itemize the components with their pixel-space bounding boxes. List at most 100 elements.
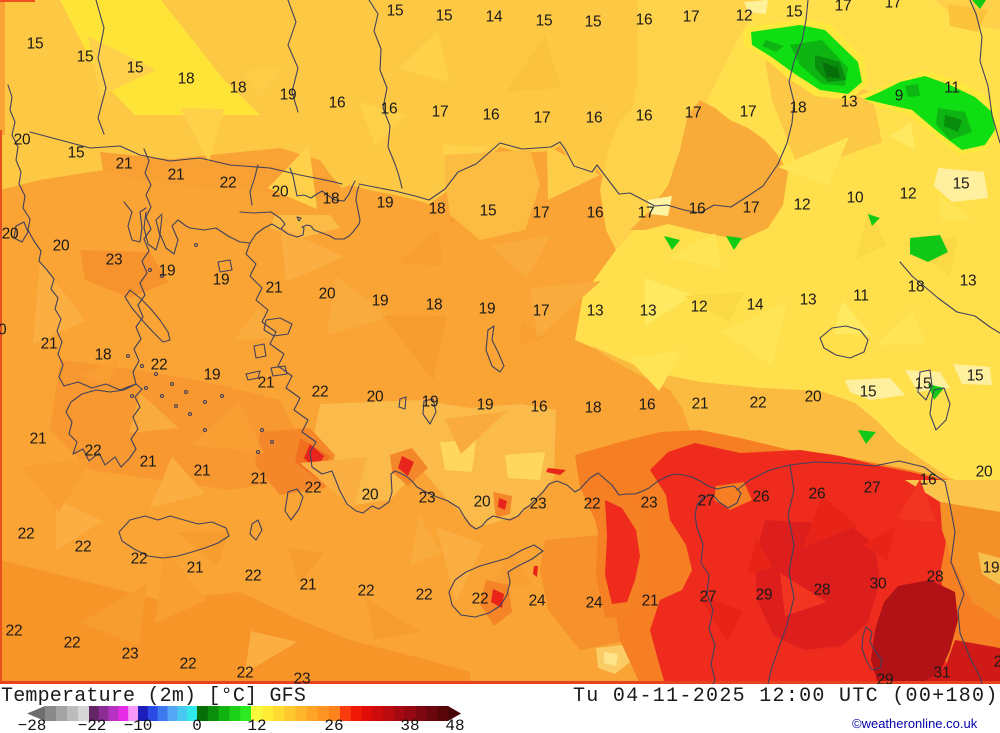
svg-text:19: 19 (280, 87, 297, 104)
svg-text:17: 17 (432, 104, 449, 121)
svg-text:22: 22 (18, 526, 35, 543)
svg-text:20: 20 (976, 464, 993, 481)
svg-text:11: 11 (944, 80, 960, 97)
svg-text:22: 22 (358, 583, 375, 600)
svg-text:19: 19 (983, 560, 1000, 577)
svg-text:18: 18 (585, 400, 602, 417)
svg-text:22: 22 (220, 175, 237, 192)
svg-text:18: 18 (790, 100, 807, 117)
svg-text:12: 12 (794, 197, 811, 214)
svg-text:16: 16 (531, 399, 548, 416)
svg-text:20: 20 (14, 132, 31, 149)
svg-text:19: 19 (377, 195, 394, 212)
svg-text:20: 20 (319, 286, 336, 303)
svg-text:Tu 04-11-2025 12:00 UTC (00+18: Tu 04-11-2025 12:00 UTC (00+180) (573, 685, 999, 708)
svg-text:26: 26 (809, 486, 826, 503)
svg-text:13: 13 (841, 94, 858, 111)
svg-text:©weatheronline.co.uk: ©weatheronline.co.uk (852, 716, 978, 731)
svg-text:12: 12 (247, 717, 266, 733)
svg-text:26: 26 (753, 489, 770, 506)
svg-text:28: 28 (814, 582, 831, 599)
svg-text:17: 17 (638, 205, 655, 222)
svg-text:27: 27 (698, 493, 715, 510)
svg-text:17: 17 (533, 205, 550, 222)
svg-text:28: 28 (927, 569, 944, 586)
svg-text:22: 22 (237, 665, 254, 682)
svg-text:19: 19 (159, 263, 176, 280)
svg-text:21: 21 (194, 463, 211, 480)
svg-text:16: 16 (381, 101, 398, 118)
svg-text:22: 22 (245, 568, 262, 585)
svg-text:17: 17 (685, 105, 702, 122)
svg-text:16: 16 (329, 95, 346, 112)
svg-text:16: 16 (636, 12, 653, 29)
svg-text:−22: −22 (78, 717, 107, 733)
svg-text:11: 11 (853, 288, 869, 305)
svg-text:15: 15 (27, 36, 44, 53)
svg-text:22: 22 (305, 480, 322, 497)
svg-text:12: 12 (900, 186, 917, 203)
svg-text:21: 21 (258, 375, 275, 392)
svg-text:27: 27 (864, 480, 881, 497)
svg-text:18: 18 (178, 71, 195, 88)
svg-text:23: 23 (106, 252, 123, 269)
svg-text:20: 20 (53, 238, 70, 255)
svg-text:23: 23 (530, 496, 547, 513)
svg-text:−10: −10 (124, 717, 153, 733)
svg-text:17: 17 (885, 0, 902, 12)
svg-text:13: 13 (640, 303, 657, 320)
svg-text:15: 15 (860, 384, 877, 401)
svg-text:20: 20 (272, 184, 289, 201)
svg-text:Temperature (2m) [°C] GFS: Temperature (2m) [°C] GFS (1, 685, 306, 708)
svg-text:15: 15 (585, 14, 602, 31)
svg-text:19: 19 (422, 394, 439, 411)
svg-text:10: 10 (847, 190, 864, 207)
svg-text:15: 15 (786, 4, 803, 21)
svg-text:15: 15 (480, 203, 497, 220)
svg-text:22: 22 (6, 623, 23, 640)
svg-text:15: 15 (127, 60, 144, 77)
svg-text:31: 31 (934, 665, 951, 682)
svg-text:23: 23 (419, 490, 436, 507)
svg-text:18: 18 (429, 201, 446, 218)
svg-text:21: 21 (692, 396, 709, 413)
svg-text:21: 21 (642, 593, 659, 610)
svg-text:18: 18 (95, 347, 112, 364)
svg-text:17: 17 (683, 9, 700, 26)
svg-text:21: 21 (266, 280, 283, 297)
svg-text:21: 21 (187, 560, 204, 577)
svg-text:48: 48 (445, 717, 464, 733)
svg-text:15: 15 (436, 8, 453, 25)
svg-text:24: 24 (586, 595, 603, 612)
svg-text:20: 20 (367, 389, 384, 406)
svg-text:23: 23 (122, 646, 139, 663)
svg-text:12: 12 (691, 299, 708, 316)
svg-text:15: 15 (536, 13, 553, 30)
svg-text:22: 22 (584, 496, 601, 513)
svg-text:19: 19 (479, 301, 496, 318)
svg-text:20: 20 (362, 487, 379, 504)
svg-text:30: 30 (870, 576, 887, 593)
svg-text:29: 29 (756, 587, 773, 604)
svg-text:27: 27 (700, 589, 717, 606)
svg-text:16: 16 (639, 397, 656, 414)
svg-text:16: 16 (636, 108, 653, 125)
svg-text:22: 22 (750, 395, 767, 412)
svg-text:22: 22 (180, 656, 197, 673)
svg-text:21: 21 (300, 577, 317, 594)
svg-text:16: 16 (483, 107, 500, 124)
svg-text:17: 17 (743, 200, 760, 217)
svg-text:15: 15 (953, 176, 970, 193)
svg-text:16: 16 (689, 201, 706, 218)
svg-text:15: 15 (387, 3, 404, 20)
svg-text:18: 18 (908, 279, 925, 296)
svg-text:19: 19 (213, 272, 230, 289)
svg-text:13: 13 (800, 292, 817, 309)
svg-text:17: 17 (534, 110, 551, 127)
svg-text:16: 16 (920, 472, 937, 489)
svg-text:19: 19 (372, 293, 389, 310)
svg-text:22: 22 (472, 591, 489, 608)
svg-text:15: 15 (967, 368, 984, 385)
svg-text:19: 19 (204, 367, 221, 384)
svg-text:21: 21 (140, 454, 157, 471)
